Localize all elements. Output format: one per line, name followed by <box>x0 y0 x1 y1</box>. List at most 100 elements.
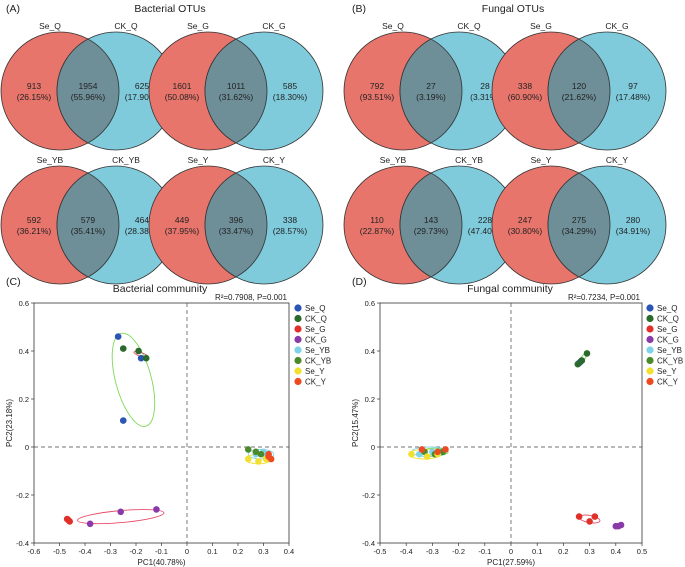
venn-count-right: 625 <box>135 81 149 91</box>
data-point-se-g <box>586 518 593 525</box>
venn-pct-shared: (35.41%) <box>71 226 106 236</box>
x-tick-label: 0 <box>185 547 189 556</box>
y-tick-label: 0.6 <box>19 299 29 308</box>
venn-pct-shared: (33.47%) <box>219 226 254 236</box>
legend-label: Se_YB <box>657 346 682 355</box>
y-tick-label: 0.4 <box>19 347 29 356</box>
panel-title-d: Fungal community <box>467 283 554 295</box>
venn-pct-shared: (34.29%) <box>562 226 597 236</box>
x-tick-label: -0.3 <box>426 547 439 556</box>
venn-pct-right: (3.31%) <box>470 92 500 102</box>
legend-marker-ck-q <box>294 314 302 323</box>
x-tick-label: 0 <box>509 547 513 556</box>
venn-count-right: 585 <box>283 81 297 91</box>
data-point-se-y <box>244 455 252 463</box>
venn-pct-left: (26.15%) <box>17 92 52 102</box>
plot-frame <box>33 302 290 544</box>
legend-marker-se-y <box>646 367 654 375</box>
legend-marker-ck-yb <box>646 356 654 365</box>
legend-label: CK_Q <box>305 315 327 324</box>
venn-diagram: Se_YB CK_YB 592(36.21%) 579(35.41%) 464(28.3… <box>0 155 176 285</box>
venn-count-right: 228 <box>478 215 492 225</box>
legend-marker-se-yb <box>646 346 654 354</box>
legend-label: Se_G <box>657 325 677 334</box>
y-tick-label: 0.6 <box>365 299 375 308</box>
legend-label: Se_Q <box>657 304 677 313</box>
data-point-se-g <box>591 513 599 520</box>
panel-title-c: Bacterial community <box>113 283 208 295</box>
venn-diagram: Se_Y CK_Y 247(30.80%) 275(34.29%) 280(34.91%… <box>491 155 667 285</box>
venn-overlap <box>547 172 611 278</box>
legend-marker-ck-y <box>294 377 302 386</box>
venn-set-label-right: CK_Q <box>114 21 138 31</box>
legend-marker-se-q <box>294 304 302 312</box>
venn-diagram: Se_G CK_G 338(60.90%) 120(21.62%) 97(17.48%) <box>491 21 667 151</box>
venn-count-shared: 27 <box>426 81 436 91</box>
venn-pct-right: (28.38%) <box>125 226 160 236</box>
venn-count-shared: 275 <box>572 215 586 225</box>
legend-marker-ck-g <box>646 335 654 344</box>
legend-marker-ck-g <box>294 335 302 344</box>
venn-overlap <box>204 38 268 144</box>
legend-marker-se-q <box>646 304 654 312</box>
venn-diagram: Se_Y CK_Y 449(37.95%) 396(33.47%) 338(28.57%… <box>148 155 324 285</box>
venn-pct-right: (28.57%) <box>273 226 308 236</box>
venn-count-shared: 120 <box>572 81 586 91</box>
y-tick-label: 0.2 <box>19 395 29 404</box>
venn-count-shared: 396 <box>229 215 243 225</box>
x-tick-label: -0.1 <box>155 547 168 556</box>
data-point-ck-g <box>615 522 622 530</box>
legend-label: Se_Q <box>305 304 325 313</box>
venn-count-left: 792 <box>370 81 384 91</box>
legend-label: CK_Y <box>657 378 679 387</box>
venn-count-right: 28 <box>480 81 490 91</box>
legend-marker-se-g <box>294 325 302 333</box>
data-point-ck-q <box>135 347 142 355</box>
stat-annotation: R²=0.7908, P=0.001 <box>215 293 288 302</box>
x-tick-label: -0.3 <box>104 547 117 556</box>
x-tick-label: -0.5 <box>374 547 387 556</box>
venn-count-left: 449 <box>175 215 189 225</box>
y-tick-label: -0.2 <box>16 491 29 500</box>
data-point-ck-q <box>583 350 591 357</box>
data-point-ck-q <box>578 357 586 364</box>
data-point-ck-q <box>119 345 127 352</box>
data-point-ck-y <box>265 450 272 458</box>
legend-label: CK_Q <box>657 315 679 324</box>
x-axis-title: PC1(40.78%) <box>137 558 185 567</box>
venn-set-label-right: CK_G <box>605 21 628 31</box>
x-tick-label: 0.2 <box>233 547 243 556</box>
data-point-ck-g <box>86 520 94 528</box>
x-axis-title: PC1(27.59%) <box>487 558 535 567</box>
legend-label: CK_G <box>305 336 327 345</box>
venn-count-right: 280 <box>626 215 640 225</box>
venn-pct-left: (30.80%) <box>508 226 543 236</box>
y-tick-label: 0 <box>25 443 29 452</box>
y-tick-label: -0.4 <box>16 539 29 548</box>
data-point-se-g <box>65 516 72 524</box>
x-tick-label: 0.4 <box>284 547 294 556</box>
data-point-ck-g <box>117 508 124 516</box>
venn-set-label-left: Se_Q <box>39 21 61 31</box>
venn-count-shared: 143 <box>424 215 438 225</box>
panel-label-a: (A) <box>6 3 20 15</box>
data-point-se-q <box>137 354 145 362</box>
panel-label-b: (B) <box>352 3 366 15</box>
data-point-se-q <box>119 417 127 424</box>
venn-pct-shared: (3.19%) <box>416 92 446 102</box>
x-tick-label: 0.4 <box>611 547 621 556</box>
venn-set-label-right: CK_YB <box>455 155 483 165</box>
data-point-ck-g <box>153 506 160 513</box>
x-tick-label: 0.1 <box>207 547 217 556</box>
venn-count-left: 592 <box>27 215 41 225</box>
venn-count-left: 913 <box>27 81 41 91</box>
y-tick-label: 0.4 <box>365 347 375 356</box>
venn-count-left: 338 <box>518 81 532 91</box>
legend-label: Se_Y <box>305 367 325 376</box>
venn-count-shared: 1011 <box>227 81 246 91</box>
confidence-ellipse-ck-q <box>111 332 156 427</box>
y-axis-title: PC2(15.47%) <box>351 399 360 447</box>
pcoa-plot-c: -0.6 -0.5 -0.4 -0.3 -0.2 -0.1 0 0.1 0.2 0.3 0.4 -0.… <box>5 293 331 567</box>
x-tick-label: 0.1 <box>532 547 542 556</box>
